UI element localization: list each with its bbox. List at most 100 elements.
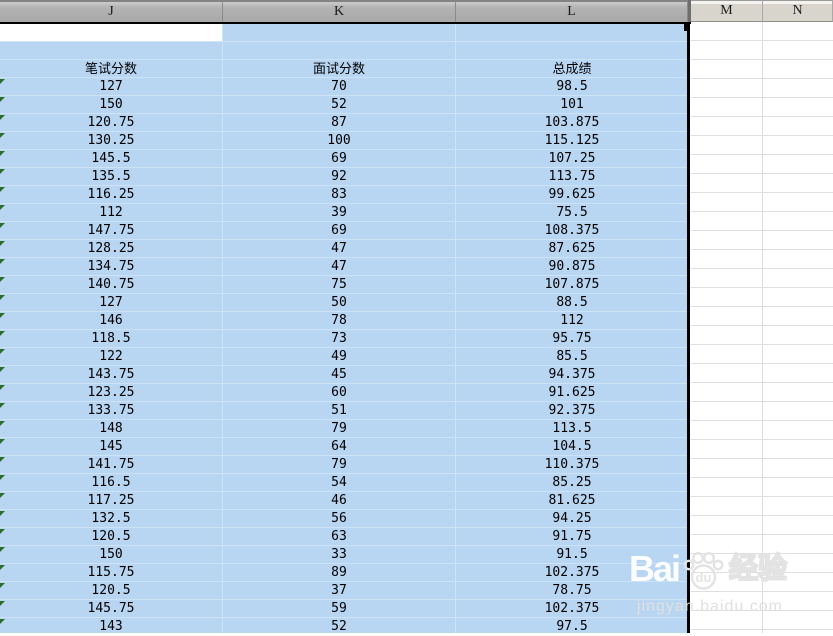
cell-l[interactable]: 107.875	[544, 277, 600, 292]
selection-handle[interactable]	[684, 24, 690, 31]
cell-j[interactable]: 115.75	[87, 565, 135, 580]
selected-range[interactable]: 笔试分数 面试分数 总成绩 127 70 98.5 150 52 101 120.75 87 103.…	[0, 24, 688, 634]
cell-l[interactable]: 总成绩	[552, 61, 592, 76]
cell-k[interactable]: 47	[331, 259, 347, 274]
cell-k[interactable]: 83	[331, 187, 347, 202]
cell-j[interactable]: 120.5	[91, 583, 131, 598]
cell-l[interactable]: 102.375	[544, 601, 600, 616]
cell-k[interactable]: 92	[331, 169, 347, 184]
cell-k[interactable]: 33	[331, 547, 347, 562]
cell-k[interactable]: 69	[331, 223, 347, 238]
cell-j[interactable]: 141.75	[87, 457, 135, 472]
cell-j[interactable]: 笔试分数	[84, 61, 137, 76]
cell-j[interactable]: 133.75	[87, 403, 135, 418]
cell-k[interactable]: 63	[331, 529, 347, 544]
cell-j[interactable]: 145	[99, 439, 123, 454]
cell-l[interactable]: 75.5	[556, 205, 588, 220]
cell-j[interactable]: 150	[99, 97, 123, 112]
cell-k[interactable]: 49	[331, 349, 347, 364]
cell-k[interactable]: 52	[331, 97, 347, 112]
cell-l[interactable]: 91.75	[552, 529, 592, 544]
column-header-n[interactable]: N	[763, 0, 833, 22]
cell-l[interactable]: 99.625	[548, 187, 596, 202]
cell-l[interactable]: 92.375	[548, 403, 596, 418]
cell-l[interactable]: 113.75	[548, 169, 596, 184]
cell-k[interactable]: 52	[331, 619, 347, 634]
cell-l[interactable]: 78.75	[552, 583, 592, 598]
cell-k[interactable]: 64	[331, 439, 347, 454]
cell-l[interactable]: 81.625	[548, 493, 596, 508]
cell-k[interactable]: 79	[331, 421, 347, 436]
cell-l[interactable]: 102.375	[544, 565, 600, 580]
cell-l[interactable]: 110.375	[544, 457, 600, 472]
cell-j[interactable]: 145.5	[91, 151, 131, 166]
active-cell[interactable]	[0, 24, 222, 41]
cell-l[interactable]: 108.375	[544, 223, 600, 238]
cell-l[interactable]: 104.5	[552, 439, 592, 454]
cell-k[interactable]: 37	[331, 583, 347, 598]
column-header-j[interactable]: J	[0, 0, 223, 22]
cell-j[interactable]: 143	[99, 619, 123, 634]
cell-l[interactable]: 85.5	[556, 349, 588, 364]
cell-j[interactable]: 116.5	[91, 475, 131, 490]
cell-j[interactable]: 127	[99, 295, 123, 310]
cell-l[interactable]: 97.5	[556, 619, 588, 634]
cell-k[interactable]: 60	[331, 385, 347, 400]
cell-k[interactable]: 87	[331, 115, 347, 130]
cell-j[interactable]: 120.75	[87, 115, 135, 130]
cell-k[interactable]: 59	[331, 601, 347, 616]
cell-k[interactable]: 100	[327, 133, 351, 148]
cell-l[interactable]: 90.875	[548, 259, 596, 274]
cell-k[interactable]: 73	[331, 331, 347, 346]
cell-j[interactable]: 112	[99, 205, 123, 220]
cell-j[interactable]: 123.25	[87, 385, 135, 400]
cell-l[interactable]: 98.5	[556, 79, 588, 94]
cell-j[interactable]: 150	[99, 547, 123, 562]
cell-k[interactable]: 面试分数	[312, 61, 365, 76]
cell-l[interactable]: 112	[560, 313, 584, 328]
column-header-k[interactable]: K	[223, 0, 456, 22]
cell-l[interactable]: 94.25	[552, 511, 592, 526]
cell-j[interactable]: 128.25	[87, 241, 135, 256]
cell-l[interactable]: 113.5	[552, 421, 592, 436]
cell-l[interactable]: 101	[560, 97, 584, 112]
cell-j[interactable]: 132.5	[91, 511, 131, 526]
cell-j[interactable]: 140.75	[87, 277, 135, 292]
cell-j[interactable]: 146	[99, 313, 123, 328]
cell-l[interactable]: 91.625	[548, 385, 596, 400]
column-header-m[interactable]: M	[691, 0, 763, 22]
cell-j[interactable]: 130.25	[87, 133, 135, 148]
cell-k[interactable]: 70	[331, 79, 347, 94]
cell-l[interactable]: 85.25	[552, 475, 592, 490]
cell-j[interactable]: 145.75	[87, 601, 135, 616]
cell-l[interactable]: 95.75	[552, 331, 592, 346]
cell-l[interactable]: 87.625	[548, 241, 596, 256]
empty-cells-region[interactable]	[691, 22, 833, 633]
cell-l[interactable]: 107.25	[548, 151, 596, 166]
cell-k[interactable]: 47	[331, 241, 347, 256]
cell-l[interactable]: 91.5	[556, 547, 588, 562]
cell-j[interactable]: 148	[99, 421, 123, 436]
cell-j[interactable]: 134.75	[87, 259, 135, 274]
cell-l[interactable]: 115.125	[544, 133, 600, 148]
cell-k[interactable]: 45	[331, 367, 347, 382]
cell-j[interactable]: 122	[99, 349, 123, 364]
cell-k[interactable]: 78	[331, 313, 347, 328]
cell-l[interactable]: 94.375	[548, 367, 596, 382]
cell-k[interactable]: 69	[331, 151, 347, 166]
column-header-l[interactable]: L	[456, 0, 688, 22]
cell-l[interactable]: 88.5	[556, 295, 588, 310]
cell-j[interactable]: 127	[99, 79, 123, 94]
cell-k[interactable]: 56	[331, 511, 347, 526]
cell-j[interactable]: 143.75	[87, 367, 135, 382]
cell-k[interactable]: 39	[331, 205, 347, 220]
cell-j[interactable]: 116.25	[87, 187, 135, 202]
cell-k[interactable]: 75	[331, 277, 347, 292]
cell-k[interactable]: 50	[331, 295, 347, 310]
cell-k[interactable]: 54	[331, 475, 347, 490]
cell-k[interactable]: 79	[331, 457, 347, 472]
cell-j[interactable]: 117.25	[87, 493, 135, 508]
cell-j[interactable]: 147.75	[87, 223, 135, 238]
cell-l[interactable]: 103.875	[544, 115, 600, 130]
cell-j[interactable]: 135.5	[91, 169, 131, 184]
